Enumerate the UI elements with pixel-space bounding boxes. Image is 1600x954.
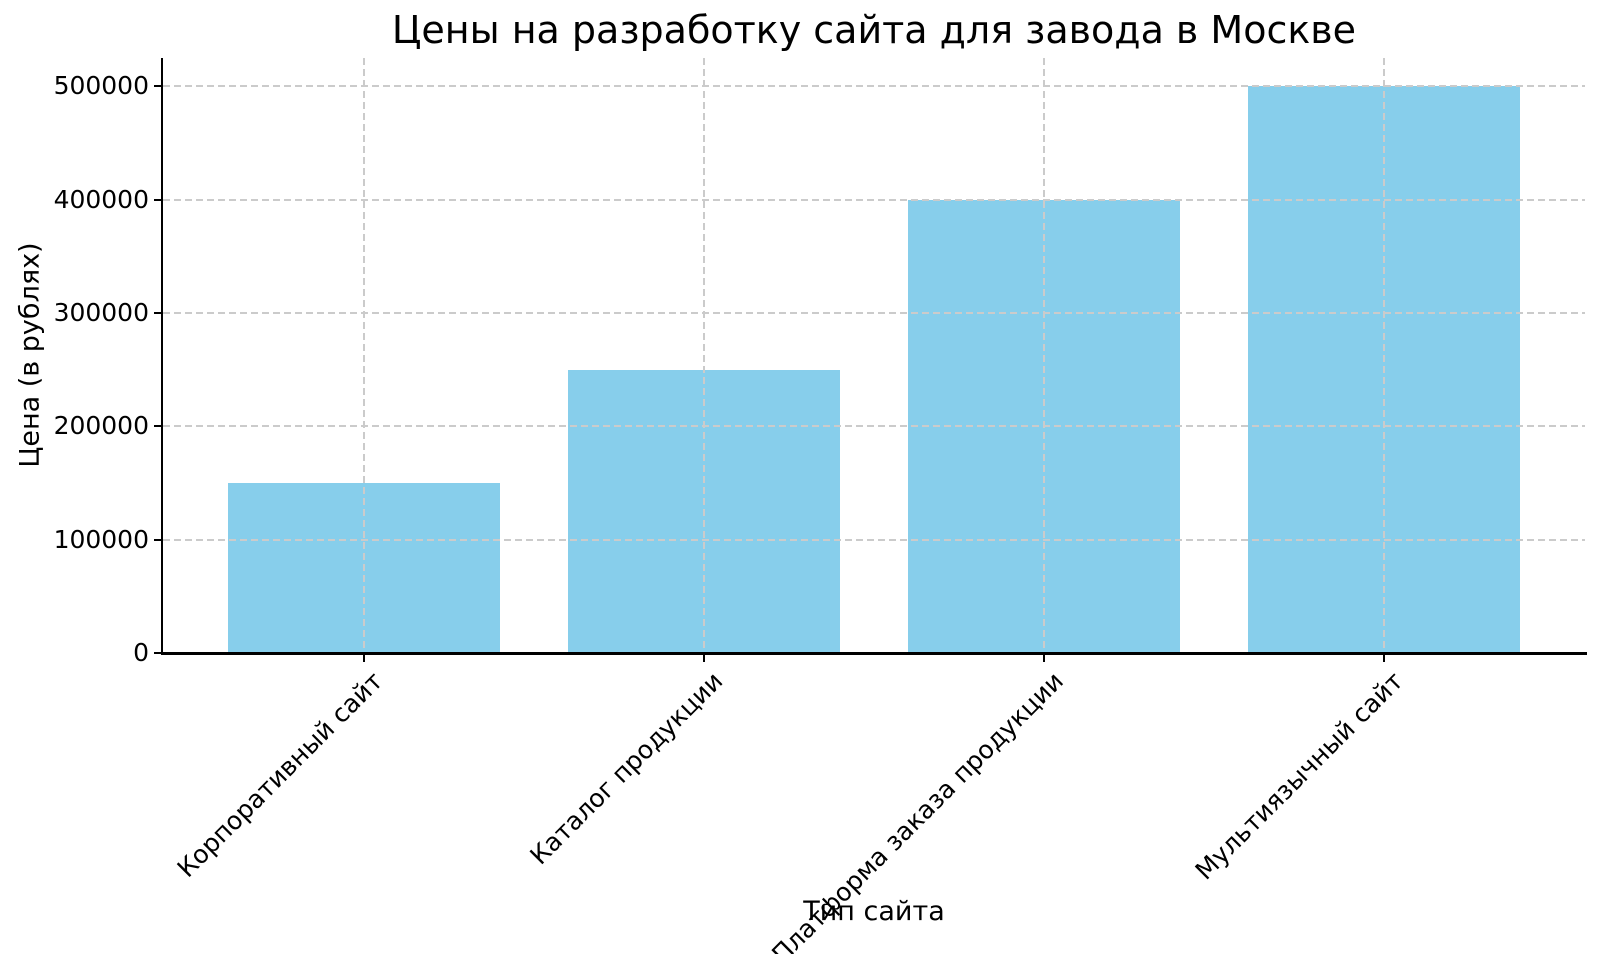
y-tick-label: 300000 bbox=[53, 298, 149, 327]
y-tick-mark bbox=[154, 538, 163, 541]
x-tick-label: Корпоративный сайт bbox=[171, 666, 389, 883]
x-tick-mark bbox=[1043, 653, 1046, 662]
x-tick-label: Мультиязычный сайт bbox=[1189, 666, 1410, 886]
x-tick-mark bbox=[1383, 653, 1386, 662]
y-axis-spine bbox=[161, 58, 163, 655]
y-tick-mark bbox=[154, 425, 163, 428]
y-tick-label: 100000 bbox=[53, 524, 149, 554]
y-tick-mark bbox=[154, 652, 163, 654]
x-gridline bbox=[1383, 58, 1386, 653]
y-gridline bbox=[163, 85, 1585, 88]
y-tick-mark bbox=[154, 198, 163, 201]
x-gridline bbox=[1043, 58, 1046, 653]
y-gridline bbox=[163, 538, 1585, 541]
plot-area bbox=[163, 58, 1585, 653]
x-gridline bbox=[362, 58, 365, 653]
y-tick-label: 200000 bbox=[53, 411, 149, 441]
x-axis-label: Тип сайта bbox=[803, 896, 945, 927]
x-tick-mark bbox=[362, 653, 365, 662]
x-tick-label: Каталог продукции bbox=[524, 666, 729, 871]
y-tick-label: 0 bbox=[133, 638, 149, 667]
y-gridline bbox=[163, 198, 1585, 201]
chart-title: Цены на разработку сайта для завода в Мо… bbox=[391, 8, 1357, 52]
x-tick-mark bbox=[702, 653, 705, 662]
x-gridline bbox=[702, 58, 705, 653]
y-tick-label: 400000 bbox=[53, 184, 149, 214]
y-tick-mark bbox=[154, 312, 163, 314]
y-gridline bbox=[163, 425, 1585, 428]
y-gridline bbox=[163, 312, 1585, 315]
y-tick-label: 500000 bbox=[53, 71, 149, 101]
x-axis-spine bbox=[161, 652, 1587, 655]
y-tick-mark bbox=[154, 85, 163, 88]
